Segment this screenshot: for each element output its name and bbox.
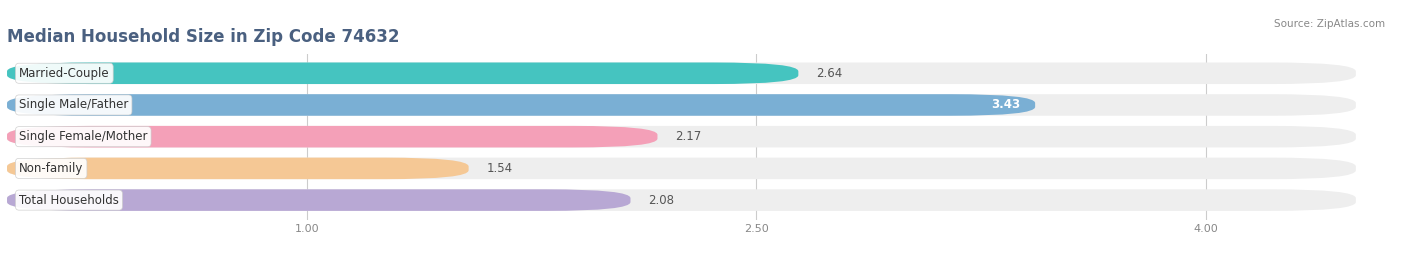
- Text: Married-Couple: Married-Couple: [20, 67, 110, 80]
- FancyBboxPatch shape: [7, 189, 1355, 211]
- FancyBboxPatch shape: [7, 189, 630, 211]
- FancyBboxPatch shape: [7, 158, 1355, 179]
- FancyBboxPatch shape: [7, 158, 468, 179]
- Text: 3.43: 3.43: [991, 98, 1021, 111]
- FancyBboxPatch shape: [7, 94, 1035, 116]
- FancyBboxPatch shape: [7, 94, 1355, 116]
- Text: 2.08: 2.08: [648, 193, 675, 207]
- Text: Non-family: Non-family: [20, 162, 83, 175]
- Text: Median Household Size in Zip Code 74632: Median Household Size in Zip Code 74632: [7, 28, 399, 46]
- Text: Single Female/Mother: Single Female/Mother: [20, 130, 148, 143]
- Text: 1.54: 1.54: [486, 162, 513, 175]
- Text: 2.17: 2.17: [675, 130, 702, 143]
- Text: 2.64: 2.64: [817, 67, 842, 80]
- Text: Source: ZipAtlas.com: Source: ZipAtlas.com: [1274, 19, 1385, 29]
- FancyBboxPatch shape: [7, 126, 658, 147]
- FancyBboxPatch shape: [7, 126, 1355, 147]
- Text: Single Male/Father: Single Male/Father: [20, 98, 128, 111]
- FancyBboxPatch shape: [7, 62, 799, 84]
- Text: Total Households: Total Households: [20, 193, 120, 207]
- FancyBboxPatch shape: [7, 62, 1355, 84]
